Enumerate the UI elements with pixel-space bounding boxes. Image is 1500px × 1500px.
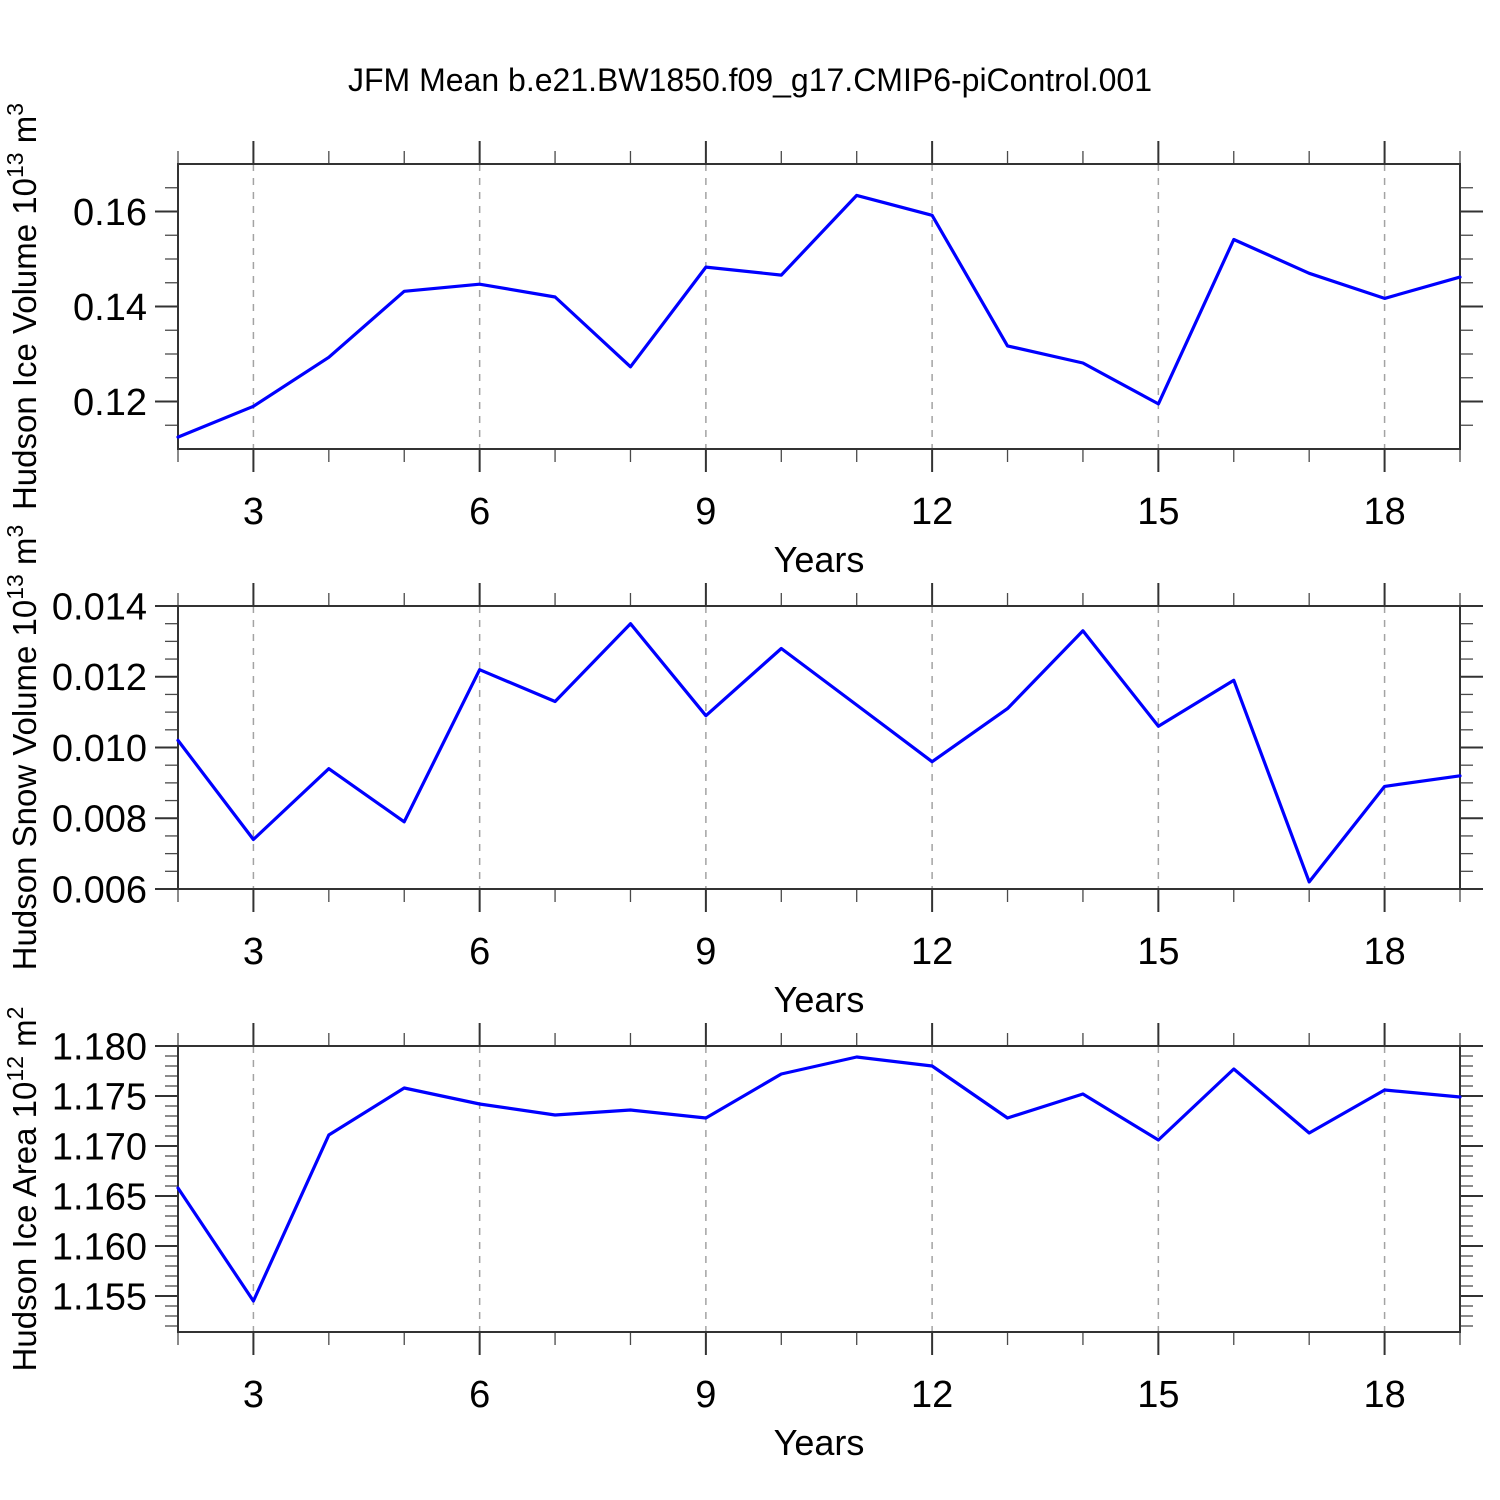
y-axis-ticks — [155, 1045, 1483, 1327]
x-axis-title: Years — [774, 979, 865, 1020]
y-axis-title: Hudson Ice Volume 1013 m3 — [2, 103, 43, 510]
x-axis-ticks — [177, 141, 1461, 472]
svg-text:9: 9 — [695, 1374, 716, 1416]
panel-hudson-snow-volume: 3 6 9 12 15 18 Years 0.006 0.008 0.010 0.012 0.014H… — [2, 525, 1483, 1020]
svg-text:0.014: 0.014 — [52, 586, 147, 628]
svg-text:12: 12 — [911, 1374, 953, 1416]
svg-text:0.010: 0.010 — [52, 728, 147, 770]
svg-text:9: 9 — [695, 491, 716, 533]
svg-text:0.16: 0.16 — [73, 192, 147, 234]
plot-frame — [177, 605, 1461, 890]
x-axis-title: Years — [774, 539, 865, 580]
svg-text:1.180: 1.180 — [52, 1026, 147, 1068]
svg-text:18: 18 — [1363, 491, 1405, 533]
svg-text:18: 18 — [1363, 1374, 1405, 1416]
panel-hudson-ice-area: 3 6 9 12 15 18Years1.1551.1601.1651.1701.1751… — [2, 1007, 1483, 1463]
line-series-hudson-ice-area — [176, 1055, 1462, 1303]
svg-text:0.12: 0.12 — [73, 382, 147, 424]
line-series-hudson-snow-volume — [176, 622, 1462, 884]
x-tick-labels: 3 6 9 12 15 18 — [243, 491, 1406, 533]
svg-text:18: 18 — [1363, 931, 1405, 973]
svg-text:3: 3 — [243, 931, 264, 973]
y-axis-ticks — [155, 605, 1483, 890]
y-tick-labels: 1.155 1.160 1.165 1.170 1.175 1.180 — [52, 1026, 147, 1318]
y-tick-labels: 0.12 0.14 0.16 — [73, 192, 147, 424]
svg-text:1.170: 1.170 — [52, 1126, 147, 1168]
line-series-hudson-ice-volume — [176, 193, 1462, 439]
svg-text:1.175: 1.175 — [52, 1076, 147, 1118]
svg-text:1.165: 1.165 — [52, 1176, 147, 1218]
svg-text:6: 6 — [469, 1374, 490, 1416]
svg-text:0.012: 0.012 — [52, 657, 147, 699]
svg-text:6: 6 — [469, 931, 490, 973]
svg-text:3: 3 — [243, 491, 264, 533]
y-axis-ticks — [155, 187, 1483, 426]
gridlines — [252, 606, 1386, 889]
svg-text:0.008: 0.008 — [52, 799, 147, 841]
svg-text:1.160: 1.160 — [52, 1226, 147, 1268]
svg-text:9: 9 — [695, 931, 716, 973]
plot-frame — [177, 1045, 1461, 1333]
gridlines — [252, 1046, 1386, 1332]
svg-text:15: 15 — [1137, 1374, 1179, 1416]
y-tick-labels: 0.006 0.008 0.010 0.012 0.014 — [52, 586, 147, 911]
svg-text:12: 12 — [911, 491, 953, 533]
svg-text:1.155: 1.155 — [52, 1276, 147, 1318]
x-tick-labels: 3 6 9 12 15 18 — [243, 1374, 1406, 1416]
panel-hudson-ice-volume: 3 6 9 12 15 18 Years 0.12 0.14 0.16 Hudson Ice Vol… — [2, 103, 1483, 580]
svg-text:0.006: 0.006 — [52, 869, 147, 911]
svg-text:15: 15 — [1137, 931, 1179, 973]
chart-title: JFM Mean b.e21.BW1850.f09_g17.CMIP6-piCo… — [348, 62, 1152, 98]
y-axis-title: Hudson Ice Area 1012 m2 — [2, 1007, 43, 1372]
x-tick-labels: 3 6 9 12 15 18 — [243, 931, 1406, 973]
svg-text:15: 15 — [1137, 491, 1179, 533]
x-axis-ticks — [177, 1023, 1461, 1355]
svg-text:6: 6 — [469, 491, 490, 533]
y-axis-title: Hudson Snow Volume 1013 m3 — [2, 525, 43, 971]
plot-frame — [177, 163, 1461, 450]
svg-text:12: 12 — [911, 931, 953, 973]
svg-text:3: 3 — [243, 1374, 264, 1416]
x-axis-title: Years — [774, 1422, 865, 1463]
gridlines — [252, 164, 1386, 449]
svg-text:0.14: 0.14 — [73, 287, 147, 329]
x-axis-ticks — [177, 583, 1461, 912]
